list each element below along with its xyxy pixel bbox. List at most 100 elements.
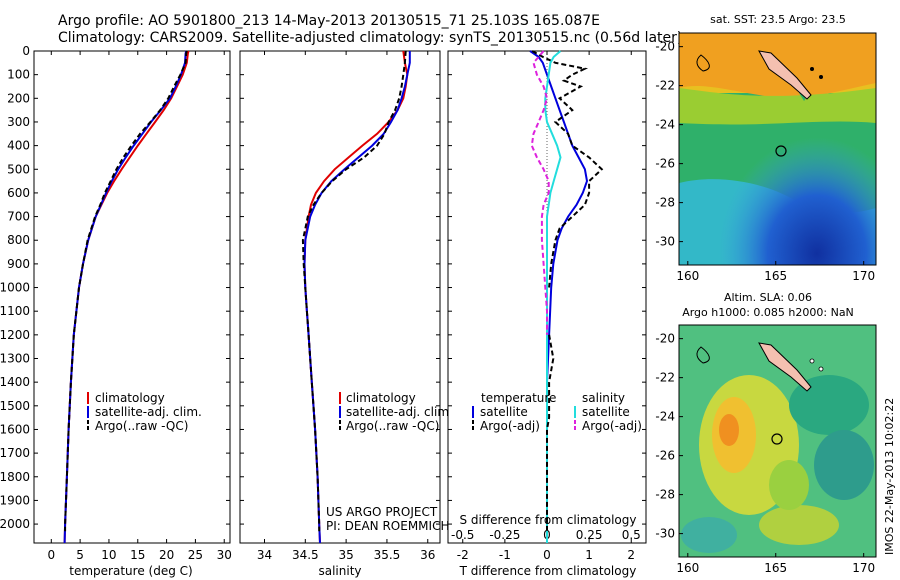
loyalty-islands-marker bbox=[819, 75, 823, 79]
depth-tick-label: 1000 bbox=[0, 281, 30, 295]
project-annotation: US ARGO PROJECT bbox=[326, 505, 438, 519]
depth-tick-label: 500 bbox=[7, 162, 30, 176]
lat-tick-label: -26 bbox=[655, 449, 675, 463]
lat-tick-label: -28 bbox=[655, 488, 675, 502]
salinity-series bbox=[301, 50, 411, 544]
depth-tick-label: 0 bbox=[22, 44, 30, 58]
temperature-difference-x-axis: -2 -1 0 1 2 bbox=[448, 50, 646, 562]
x-tick-label: 35.5 bbox=[374, 548, 401, 562]
depth-tick-label: 300 bbox=[7, 115, 30, 129]
temperature-x-axis: 0 5 10 15 20 25 30 bbox=[47, 51, 232, 562]
legend-label-sal-argo: Argo(-adj) bbox=[582, 419, 642, 433]
depth-tick-label: 1100 bbox=[0, 304, 30, 318]
x-tick-label: 1 bbox=[585, 548, 593, 562]
difference-series bbox=[529, 50, 604, 543]
footer-stamp: IMOS 22-May-2013 10:02:22 bbox=[883, 398, 896, 555]
depth-tick-label: 100 bbox=[7, 68, 30, 82]
series-line-salinity-argo-adj- bbox=[530, 50, 550, 335]
sst-map-axes: 160 165 170 -20 -22 -24 -26 -28 -30 bbox=[655, 40, 875, 283]
depth-tick-label: 1200 bbox=[0, 328, 30, 342]
salinity-axes-frame bbox=[239, 50, 441, 544]
x-tick-label: 25 bbox=[188, 548, 203, 562]
salinity-difference-tick-label: -0.5 bbox=[451, 528, 474, 542]
series-line-temperature-argo-adj-deep bbox=[546, 334, 555, 532]
legend-label-satellite: satellite-adj. clim. bbox=[346, 405, 453, 419]
depth-tick-label: 1700 bbox=[0, 446, 30, 460]
depth-axis: 0 100 200 300 400 500 600 700 800 900 1000 1100 1200… bbox=[0, 44, 230, 531]
salinity-panel: 34 34.5 35 35.5 36 salinity climatology sate… bbox=[239, 50, 453, 578]
difference-panel: -2 -1 0 1 2 -0.5 -0.25 0 0.25 0.5 S difference f… bbox=[447, 50, 647, 578]
sst-map-image bbox=[679, 33, 876, 265]
depth-tick-label: 1500 bbox=[0, 399, 30, 413]
legend-label-climatology: climatology bbox=[346, 391, 416, 405]
salinity-difference-tick-label: 0.25 bbox=[576, 528, 603, 542]
lat-tick-label: -24 bbox=[655, 410, 675, 424]
sla-map-axes: 160 165 170 -20 -22 -24 -26 -28 -30 bbox=[655, 332, 875, 575]
series-line-satellite-adj-clim- bbox=[303, 51, 411, 544]
x-tick-label: 0 bbox=[543, 548, 551, 562]
lat-tick-label: -22 bbox=[655, 371, 675, 385]
salinity-xlabel: salinity bbox=[318, 564, 361, 578]
loyalty-islands-marker bbox=[818, 366, 824, 372]
lat-tick-label: -24 bbox=[655, 118, 675, 132]
temperature-series bbox=[63, 50, 190, 544]
new-caledonia-landmass bbox=[758, 50, 812, 100]
legend-label-temp-satellite: satellite bbox=[480, 405, 528, 419]
x-tick-label: 15 bbox=[130, 548, 145, 562]
depth-tick-label: 200 bbox=[7, 91, 30, 105]
x-tick-label: 2 bbox=[627, 548, 635, 562]
lon-tick-label: 170 bbox=[852, 561, 875, 575]
sla-map-image bbox=[679, 325, 876, 557]
sst-map-frame bbox=[678, 32, 877, 266]
temperature-difference-label: T difference from climatology bbox=[459, 564, 637, 578]
temperature-legend: climatology satellite-adj. clim. Argo(..… bbox=[87, 391, 202, 433]
salinity-difference-label: S difference from climatology bbox=[460, 513, 637, 527]
lon-tick-label: 160 bbox=[676, 269, 699, 283]
legend-header-temperature: temperature bbox=[481, 391, 556, 405]
legend-label-satellite: satellite-adj. clim. bbox=[95, 405, 202, 419]
depth-tick-label: 600 bbox=[7, 186, 30, 200]
legend-label-climatology: climatology bbox=[95, 391, 165, 405]
legend-header-salinity: salinity bbox=[582, 391, 625, 405]
legend-label-sal-satellite: satellite bbox=[582, 405, 630, 419]
legend-label-argo: Argo(..raw -QC) bbox=[346, 419, 439, 433]
legend-label-argo: Argo(..raw -QC) bbox=[95, 419, 188, 433]
x-tick-label: 34.5 bbox=[292, 548, 319, 562]
header-line-2: Climatology: CARS2009. Satellite-adjuste… bbox=[58, 30, 682, 46]
loyalty-islands-marker bbox=[809, 358, 815, 364]
salinity-legend: climatology satellite-adj. clim. Argo(..… bbox=[339, 391, 453, 433]
legend-label-temp-argo: Argo(-adj) bbox=[480, 419, 540, 433]
x-tick-label: 34 bbox=[257, 548, 272, 562]
x-tick-label: 35 bbox=[338, 548, 353, 562]
sla-map-title-2: Argo h1000: 0.085 h2000: NaN bbox=[682, 306, 854, 319]
lat-tick-label: -28 bbox=[655, 196, 675, 210]
reef-outline bbox=[696, 54, 710, 72]
x-tick-label: 5 bbox=[76, 548, 84, 562]
depth-tick-label: 1600 bbox=[0, 422, 30, 436]
reef-outline bbox=[696, 346, 710, 364]
series-line-salinity-satellite bbox=[544, 50, 562, 543]
depth-tick-label: 800 bbox=[7, 233, 30, 247]
sla-map-title-1: Altim. SLA: 0.06 bbox=[724, 291, 812, 304]
salinity-difference-tick-label: 0.5 bbox=[622, 528, 641, 542]
salinity-difference-tick-label: -0.25 bbox=[489, 528, 520, 542]
lat-tick-label: -22 bbox=[655, 79, 675, 93]
x-tick-label: -2 bbox=[457, 548, 469, 562]
series-line-argo-raw-qc- bbox=[64, 50, 188, 532]
lat-tick-label: -30 bbox=[655, 527, 675, 541]
lat-tick-label: -20 bbox=[655, 40, 675, 54]
x-tick-label: 30 bbox=[217, 548, 232, 562]
temperature-panel: 0100200300400500600700800900100011001200… bbox=[0, 44, 232, 578]
lon-tick-label: 165 bbox=[764, 269, 787, 283]
sla-map: Altim. SLA: 0.06 Argo h1000: 0.085 h2000… bbox=[655, 291, 877, 575]
depth-tick-label: 700 bbox=[7, 210, 30, 224]
header-line-1: Argo profile: AO 5901800_213 14-May-2013… bbox=[58, 13, 600, 29]
argo-location-marker bbox=[775, 145, 787, 157]
argo-location-marker bbox=[771, 433, 783, 445]
sst-map-title: sat. SST: 23.5 Argo: 23.5 bbox=[710, 13, 846, 26]
sst-map: sat. SST: 23.5 Argo: 23.5 160 165 170 -20 -2… bbox=[655, 13, 877, 283]
lat-tick-label: -26 bbox=[655, 157, 675, 171]
x-tick-label: 36 bbox=[420, 548, 435, 562]
x-tick-label: 20 bbox=[159, 548, 174, 562]
temperature-axes-frame bbox=[33, 50, 231, 544]
